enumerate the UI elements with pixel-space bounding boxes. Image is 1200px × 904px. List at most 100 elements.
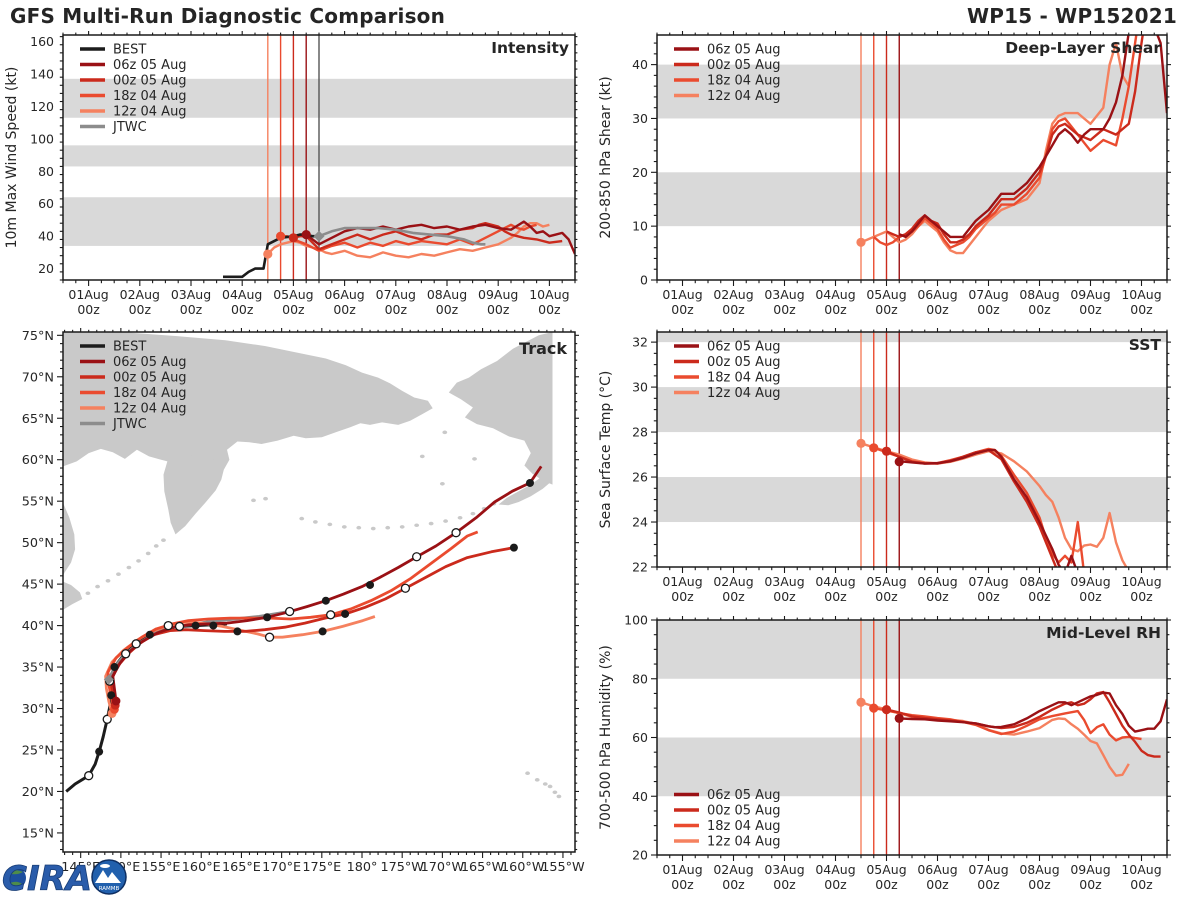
- land-alaska: [448, 332, 553, 485]
- track-marker-filled: [321, 596, 330, 605]
- track-marker-filled: [263, 613, 272, 622]
- svg-text:00z: 00z: [1028, 877, 1051, 892]
- svg-text:05Aug: 05Aug: [866, 287, 906, 302]
- island-aleutians: [327, 522, 333, 527]
- init-marker-jtwc: [313, 230, 325, 242]
- category-band: [657, 64, 1167, 119]
- chart-inner-title: SST: [1129, 336, 1162, 354]
- init-marker-r06z: [894, 713, 904, 724]
- svg-text:08Aug: 08Aug: [1019, 287, 1059, 302]
- svg-text:00z: 00z: [436, 302, 459, 317]
- chart-inner-title: Intensity: [491, 39, 569, 57]
- svg-text:32: 32: [632, 335, 648, 350]
- svg-text:00z: 00z: [875, 589, 898, 604]
- svg-text:06Aug: 06Aug: [917, 574, 957, 589]
- land-siberia: [63, 332, 433, 470]
- svg-text:00z: 00z: [773, 877, 796, 892]
- svg-text:40: 40: [632, 57, 648, 72]
- svg-text:05Aug: 05Aug: [273, 287, 313, 302]
- init-marker-r00z: [881, 446, 892, 456]
- init-marker-r06z: [301, 229, 311, 240]
- svg-text:80: 80: [38, 164, 54, 179]
- svg-text:120: 120: [30, 99, 54, 114]
- track-marker-filled: [191, 621, 200, 630]
- category-band: [657, 620, 1167, 679]
- island-hawaii: [552, 790, 558, 795]
- chart-sst: 01Aug00z02Aug00z03Aug00z04Aug00z05Aug00z…: [598, 328, 1171, 604]
- svg-text:04Aug: 04Aug: [222, 287, 262, 302]
- island-kurils: [105, 579, 111, 583]
- legend-entry-r00z: 00z 05 Aug: [80, 74, 187, 89]
- svg-text:00z: 00z: [129, 302, 152, 317]
- track-marker-filled: [209, 621, 218, 630]
- svg-text:18z 04 Aug: 18z 04 Aug: [113, 386, 187, 401]
- intensity-series-r00z: [293, 221, 563, 251]
- x-axis: 01Aug00z02Aug00z03Aug00z04Aug00z05Aug00z…: [656, 31, 1168, 317]
- legend-entry-r00z: 00z 05 Aug: [80, 371, 187, 386]
- track-marker-open: [400, 583, 411, 593]
- svg-text:01Aug: 01Aug: [68, 287, 108, 302]
- island-kurils: [153, 544, 159, 548]
- svg-text:09Aug: 09Aug: [1070, 574, 1110, 589]
- svg-text:01Aug: 01Aug: [662, 287, 702, 302]
- sst-series-r06z: [899, 448, 1077, 567]
- island-kurils: [161, 538, 166, 542]
- svg-text:18z 04 Aug: 18z 04 Aug: [707, 371, 781, 386]
- svg-text:180°: 180°: [347, 860, 378, 875]
- svg-text:09Aug: 09Aug: [1070, 862, 1110, 877]
- island-aleutians: [428, 521, 434, 526]
- init-marker-r06z: [894, 457, 904, 467]
- legend-entry-r06z: 06z 05 Aug: [674, 340, 781, 355]
- svg-text:00z 05 Aug: 00z 05 Aug: [707, 804, 781, 819]
- island-commander: [251, 498, 256, 503]
- track-marker-filled: [318, 627, 327, 636]
- svg-text:12z 04 Aug: 12z 04 Aug: [707, 835, 781, 850]
- svg-text:00z: 00z: [824, 302, 847, 317]
- svg-text:10Aug: 10Aug: [1121, 287, 1161, 302]
- land-kamchatka: [163, 455, 224, 535]
- y-axis-label: Sea Surface Temp (°C): [598, 371, 614, 529]
- track-marker-filled: [366, 580, 375, 589]
- legend-entry-r00z: 00z 05 Aug: [674, 58, 781, 73]
- island-bering: [442, 430, 448, 435]
- svg-text:60°N: 60°N: [22, 453, 54, 468]
- init-marker-r12z: [856, 237, 866, 247]
- svg-text:165°E: 165°E: [222, 860, 261, 875]
- intensity-series-r06z: [305, 220, 575, 255]
- legend-entry-best: BEST: [80, 43, 146, 58]
- svg-text:08Aug: 08Aug: [1019, 862, 1059, 877]
- rh-series-r06z: [899, 691, 1167, 733]
- svg-text:10Aug: 10Aug: [529, 287, 569, 302]
- svg-text:BEST: BEST: [113, 340, 146, 355]
- legend-entry-r18z: 18z 04 Aug: [80, 386, 187, 401]
- svg-text:07Aug: 07Aug: [968, 574, 1008, 589]
- island-hawaii: [542, 782, 548, 786]
- svg-text:00z 05 Aug: 00z 05 Aug: [113, 74, 187, 89]
- track-marker-filled: [509, 543, 518, 552]
- y-axis-label: 700-500 hPa Humidity (%): [598, 645, 614, 830]
- svg-text:165°W: 165°W: [461, 860, 505, 875]
- svg-text:01Aug: 01Aug: [662, 574, 702, 589]
- island-bering: [419, 454, 425, 459]
- svg-text:50°N: 50°N: [22, 536, 54, 551]
- track-marker-filled: [110, 663, 119, 672]
- svg-text:10Aug: 10Aug: [1121, 862, 1161, 877]
- svg-text:20: 20: [38, 261, 54, 276]
- map-axes: 145°E150°E155°E160°E165°E170°E175°E180°1…: [22, 328, 585, 875]
- svg-text:06z 05 Aug: 06z 05 Aug: [707, 43, 781, 58]
- svg-text:00z: 00z: [722, 302, 745, 317]
- svg-text:170°E: 170°E: [262, 860, 301, 875]
- legend-entry-r12z: 12z 04 Aug: [674, 835, 781, 850]
- svg-text:BEST: BEST: [113, 43, 146, 58]
- island-aleutians: [399, 525, 405, 529]
- svg-text:00z: 00z: [282, 302, 305, 317]
- island-hawaii: [547, 784, 553, 789]
- island-aleutians: [356, 525, 362, 530]
- intensity-series-jtwc: [318, 226, 486, 246]
- svg-text:02Aug: 02Aug: [713, 574, 753, 589]
- svg-text:00z 05 Aug: 00z 05 Aug: [707, 58, 781, 73]
- svg-text:00z: 00z: [77, 302, 100, 317]
- track-marker-open: [451, 528, 461, 538]
- init-marker-r12z: [856, 697, 866, 707]
- svg-text:100: 100: [30, 131, 54, 146]
